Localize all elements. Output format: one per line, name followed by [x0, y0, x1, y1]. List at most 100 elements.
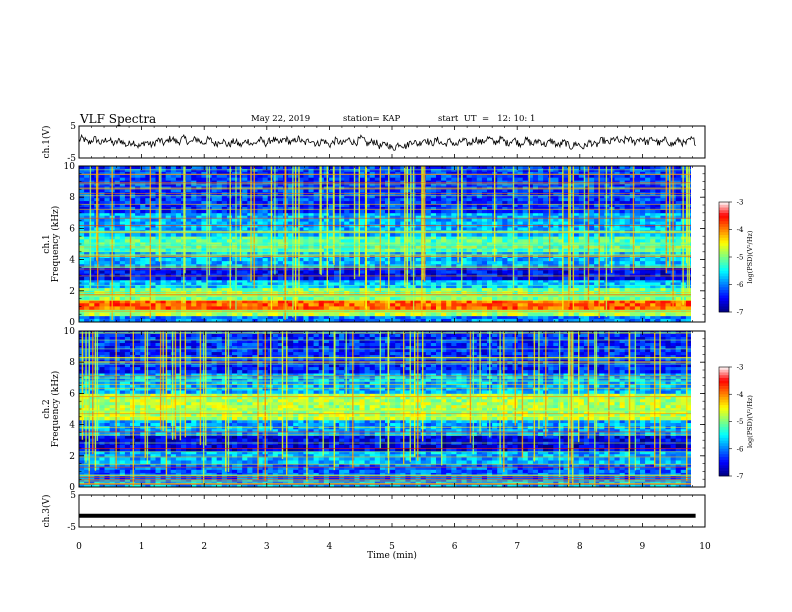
spectrogram-cell: [175, 287, 182, 292]
spectrogram-cell: [538, 273, 544, 278]
spectrogram-cell: [634, 270, 641, 275]
spectrogram-cell: [344, 258, 350, 262]
spectrogram-cell: [124, 224, 131, 228]
spectrogram-cell: [583, 287, 590, 292]
spectrogram-cell: [645, 315, 651, 320]
spectrogram-cell: [390, 285, 396, 289]
spectrogram-cell: [257, 215, 263, 220]
spectrogram-cell: [99, 270, 105, 275]
spectrogram-cell: [553, 171, 559, 176]
spectrogram-cell: [145, 300, 151, 304]
spectrogram-cell: [206, 300, 212, 304]
spectrogram-cell: [119, 279, 126, 283]
spectrogram-cell: [650, 233, 656, 237]
spectrogram-cell: [451, 276, 457, 281]
spectrogram-cell: [594, 282, 600, 286]
spectrogram-cell: [655, 297, 661, 301]
spectrogram-cell: [303, 282, 309, 286]
spectrogram-cell: [451, 236, 457, 240]
spectrogram-cell: [624, 270, 631, 275]
spectrogram-cell: [517, 221, 524, 225]
spectrogram-cell: [124, 297, 131, 301]
spectrogram-cell: [277, 166, 284, 170]
spectrogram-cell: [170, 273, 177, 278]
spectrogram-cell: [288, 224, 294, 228]
spectrogram-cell: [150, 270, 156, 275]
spectrogram-cell: [594, 224, 600, 228]
spectrogram-cell: [436, 236, 442, 240]
spectrogram-cell: [456, 297, 462, 301]
spectrogram-cell: [298, 287, 304, 292]
spectrogram-cell: [451, 227, 457, 231]
spectrogram-cell: [196, 318, 202, 323]
spectrogram-cell: [354, 279, 360, 283]
y-axis-label: ch.1(V): [41, 126, 52, 159]
spectrogram-cell: [430, 306, 437, 310]
spectrogram-cell: [640, 218, 646, 222]
spectrogram-cell: [349, 273, 355, 278]
spectrogram-cell: [609, 315, 615, 320]
spectrogram-cell: [262, 270, 269, 275]
spectrogram-cell: [451, 224, 457, 228]
spectrogram-cell: [400, 285, 406, 289]
spectrogram-cell: [369, 285, 376, 289]
spectrogram-cell: [405, 168, 411, 173]
spectrogram-cell: [645, 251, 651, 256]
spectrogram-cell: [619, 174, 626, 179]
spectrogram-cell: [650, 306, 656, 310]
spectrogram-cell: [645, 287, 651, 292]
spectrogram-cell: [451, 279, 457, 283]
spectrogram-cell: [119, 251, 126, 256]
spectrogram-cell: [578, 224, 585, 228]
spectrogram-cell: [303, 258, 309, 262]
spectrogram-cell: [415, 318, 422, 323]
spectrogram-cell: [629, 312, 636, 317]
spectrogram-cell: [313, 236, 320, 240]
spectrogram-cell: [553, 270, 559, 275]
spectrogram-cell: [589, 224, 595, 228]
spectrogram-cell: [313, 300, 320, 304]
spectrogram-cell: [568, 218, 575, 222]
spectrogram-cell: [573, 315, 580, 320]
spectrogram-cell: [257, 258, 263, 262]
spectrogram-cell: [512, 285, 518, 289]
spectrogram-cell: [456, 282, 462, 286]
spectrogram-cell: [532, 212, 539, 217]
spectrogram-cell: [119, 261, 126, 265]
spectrogram-cell: [155, 285, 161, 289]
spectrogram-cell: [272, 285, 279, 289]
spectrogram-cell: [201, 297, 207, 301]
spectrogram-cell: [359, 279, 365, 283]
spectrogram-cell: [318, 312, 325, 317]
spectrogram-cell: [481, 166, 488, 170]
spectrogram-cell: [232, 239, 238, 243]
spectrogram-cell: [640, 215, 646, 220]
spectrogram-cell: [272, 315, 279, 320]
spectrogram-cell: [578, 297, 585, 301]
spectrogram-cell: [629, 273, 636, 278]
spectrogram-cell: [568, 168, 575, 173]
spectrogram-cell: [369, 297, 376, 301]
spectrogram-cell: [175, 166, 182, 170]
spectrogram-cell: [655, 224, 661, 228]
spectrogram-cell: [568, 270, 575, 275]
spectrogram-cell: [385, 215, 391, 220]
spectrogram-cell: [211, 276, 218, 281]
spectrogram-cell: [441, 273, 447, 278]
spectrogram-cell: [497, 236, 503, 240]
spectrogram-cell: [578, 248, 585, 253]
spectrogram-cell: [685, 297, 692, 301]
spectrogram-cell: [395, 270, 401, 275]
spectrogram-cell: [160, 300, 167, 304]
spectrogram-cell: [175, 221, 182, 225]
spectrogram-cell: [425, 306, 432, 310]
spectrogram-cell: [237, 315, 243, 320]
spectrogram-cell: [364, 171, 371, 176]
spectrogram-cell: [425, 279, 432, 283]
spectrogram-cell: [400, 312, 406, 317]
spectrogram-cell: [359, 303, 365, 307]
spectrogram-cell: [135, 300, 141, 304]
spectrogram-cell: [385, 171, 391, 176]
spectrogram-cell: [262, 171, 269, 176]
spectrogram-cell: [456, 312, 462, 317]
